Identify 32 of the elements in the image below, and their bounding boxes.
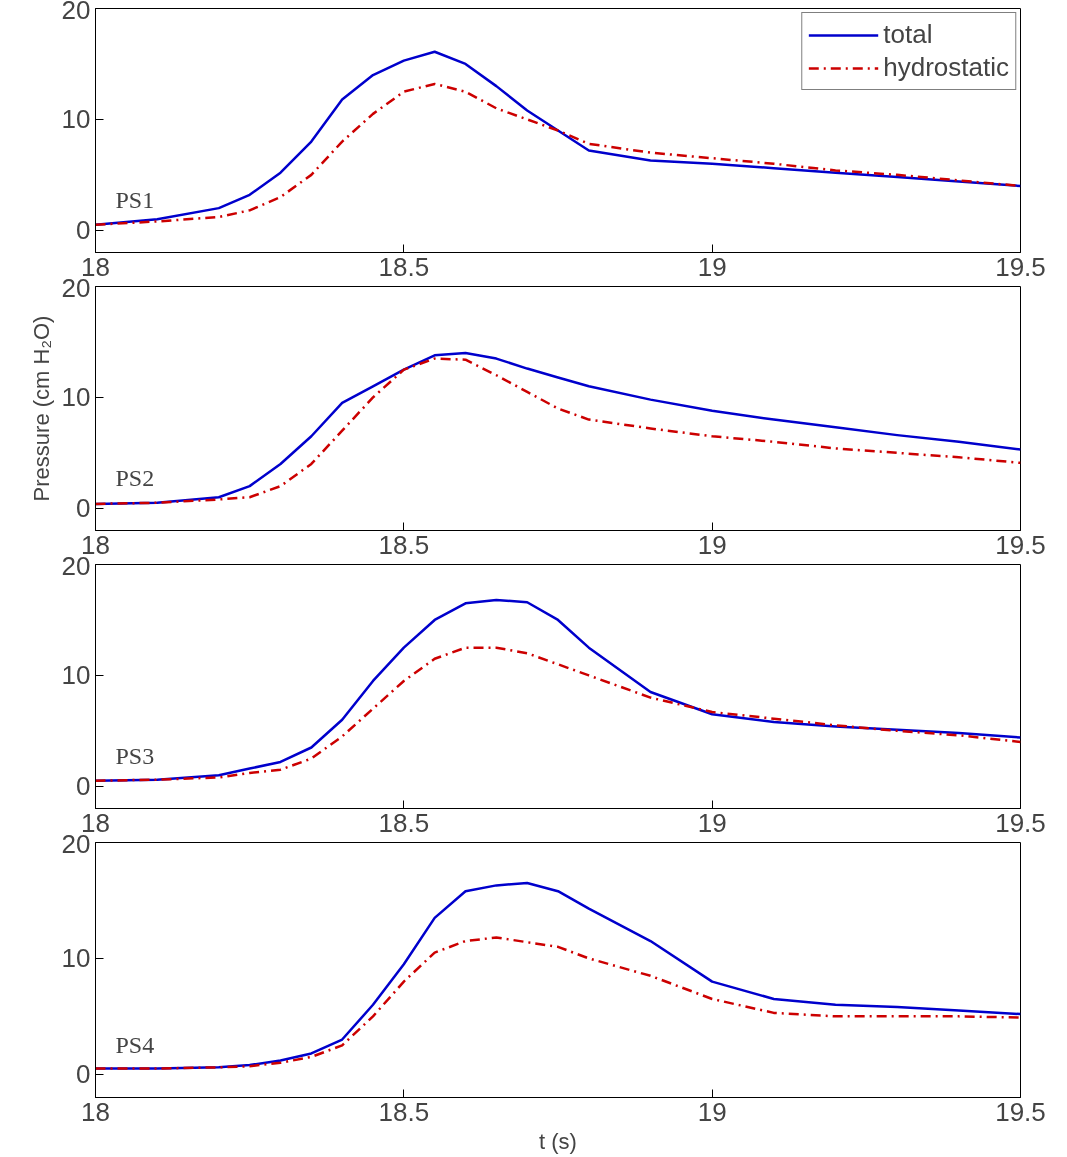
line-series xyxy=(95,646,1021,783)
x-tick-label: 19.5 xyxy=(995,529,1046,560)
x-tick-label: 18.5 xyxy=(378,529,430,560)
y-axis-title: Pressure (cm H₂O) xyxy=(28,315,54,502)
y-tick-label: 10 xyxy=(61,104,91,135)
legend-label: total xyxy=(883,19,933,50)
x-tick-label: 18.5 xyxy=(378,1096,430,1127)
annotation: PS4 xyxy=(115,1031,155,1058)
y-tick-label: 0 xyxy=(76,1059,91,1090)
x-tick-label: 18.5 xyxy=(378,251,430,282)
y-tick-label: 0 xyxy=(76,493,91,524)
y-tick-label: 20 xyxy=(61,0,91,25)
annotation: PS3 xyxy=(115,742,155,769)
x-tick-label: 19 xyxy=(697,1096,727,1127)
y-tick-label: 0 xyxy=(76,771,91,802)
x-tick-label: 19 xyxy=(697,529,727,560)
line-series xyxy=(95,936,1021,1070)
x-tick-label: 19.5 xyxy=(995,251,1046,282)
x-tick-label: 18 xyxy=(81,1096,110,1127)
y-tick-label: 0 xyxy=(76,215,91,246)
x-tick-label: 19.5 xyxy=(995,1096,1046,1127)
annotation: PS1 xyxy=(115,186,155,213)
x-tick-label: 19.5 xyxy=(995,807,1046,838)
legend-label: hydrostatic xyxy=(883,52,1009,83)
x-tick-label: 19 xyxy=(697,251,727,282)
y-tick-label: 10 xyxy=(61,660,91,691)
x-tick-label: 19 xyxy=(697,807,727,838)
y-tick-label: 10 xyxy=(61,943,91,974)
annotation: PS2 xyxy=(115,464,155,491)
x-axis-title: t (s) xyxy=(539,1128,577,1154)
y-tick-label: 10 xyxy=(61,382,91,413)
x-tick-label: 18.5 xyxy=(378,807,430,838)
